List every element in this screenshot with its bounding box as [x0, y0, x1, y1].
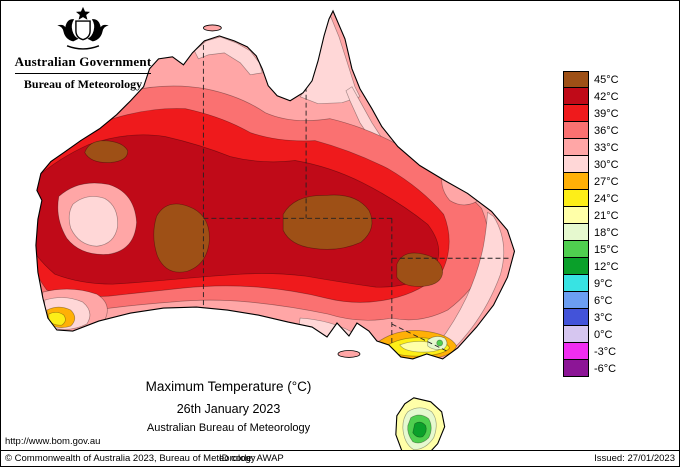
bom-url: http://www.bom.gov.au — [5, 436, 101, 447]
temp-band-45-east — [396, 252, 444, 287]
legend-row: 0°C — [563, 325, 619, 343]
legend-swatch — [563, 257, 589, 275]
legend-label: 27°C — [594, 175, 619, 188]
footer-id-code: ID code: AWAP — [219, 453, 284, 464]
legend-swatch — [563, 274, 589, 292]
footer-copyright: © Commonwealth of Australia 2023, Bureau… — [5, 453, 256, 464]
header: Australian Government Bureau of Meteorol… — [7, 5, 159, 92]
legend-label: 30°C — [594, 158, 619, 171]
temp-spot-24-adelaide — [358, 345, 366, 353]
legend-row: 39°C — [563, 104, 619, 122]
footer-issued: Issued: 27/01/2023 — [594, 453, 675, 464]
legend-swatch — [563, 291, 589, 309]
legend-swatch — [563, 155, 589, 173]
temp-spot-15-vic-alps — [436, 339, 444, 347]
kangaroo-island — [337, 350, 361, 358]
map-date: 26th January 2023 — [176, 402, 281, 416]
legend-row: 18°C — [563, 223, 619, 241]
legend-row: 15°C — [563, 240, 619, 258]
temp-band-30-shark-bay — [68, 196, 119, 247]
legend-row: 9°C — [563, 274, 619, 292]
legend-row: 36°C — [563, 121, 619, 139]
melville-island — [202, 24, 222, 32]
legend-row: 30°C — [563, 155, 619, 173]
temp-band-30-top-end — [193, 36, 263, 76]
legend-label: 36°C — [594, 124, 619, 137]
legend-swatch — [563, 104, 589, 122]
state-border-nsw-vic — [391, 323, 449, 353]
legend-swatch — [563, 121, 589, 139]
coat-of-arms-icon — [57, 6, 109, 50]
legend-row: 33°C — [563, 138, 619, 156]
legend-row: 12°C — [563, 257, 619, 275]
legend-row: 24°C — [563, 189, 619, 207]
legend-label: 15°C — [594, 243, 619, 256]
legend: 45°C 42°C 39°C 36°C 33°C 30°C 27°C 24°C 21°C 18°C… — [563, 71, 619, 377]
bureau-title: Bureau of Meteorology — [23, 77, 143, 91]
legend-swatch — [563, 189, 589, 207]
temp-band-45-west-central — [153, 203, 210, 273]
legend-swatch — [563, 342, 589, 360]
legend-swatch — [563, 359, 589, 377]
temp-band-45-kimberley — [84, 140, 128, 163]
map-source: Australian Bureau of Meteorology — [146, 422, 311, 434]
legend-row: 6°C — [563, 291, 619, 309]
legend-swatch — [563, 71, 589, 88]
legend-label: 12°C — [594, 260, 619, 273]
map-title: Maximum Temperature (°C) — [145, 379, 312, 394]
legend-label: 33°C — [594, 141, 619, 154]
government-title: Australian Government — [14, 54, 152, 69]
legend-label: 3°C — [594, 311, 613, 324]
legend-swatch — [563, 240, 589, 258]
legend-label: 9°C — [594, 277, 613, 290]
legend-label: 24°C — [594, 192, 619, 205]
legend-label: 18°C — [594, 226, 619, 239]
temp-band-33-qld-interior — [441, 162, 487, 206]
legend-swatch — [563, 87, 589, 105]
legend-swatch — [563, 325, 589, 343]
legend-swatch — [563, 308, 589, 326]
legend-swatch — [563, 138, 589, 156]
legend-swatch — [563, 206, 589, 224]
legend-label: 42°C — [594, 90, 619, 103]
mainland-coastline — [35, 9, 516, 360]
legend-row: 21°C — [563, 206, 619, 224]
legend-row: 3°C — [563, 308, 619, 326]
caption: Maximum Temperature (°C) 26th January 20… — [56, 379, 401, 434]
temp-band-24-southwest — [48, 311, 66, 326]
legend-row: -3°C — [563, 342, 619, 360]
legend-label: 45°C — [594, 73, 619, 86]
legend-row: 42°C — [563, 87, 619, 105]
temp-band-45-central — [282, 194, 373, 250]
legend-row: -6°C — [563, 359, 619, 377]
footer: © Commonwealth of Australia 2023, Bureau… — [1, 450, 679, 466]
legend-row: 45°C — [563, 71, 619, 88]
legend-swatch — [563, 223, 589, 241]
legend-label: -3°C — [594, 345, 617, 358]
legend-label: -6°C — [594, 362, 617, 375]
legend-row: 27°C — [563, 172, 619, 190]
legend-swatch — [563, 172, 589, 190]
legend-label: 39°C — [594, 107, 619, 120]
legend-label: 6°C — [594, 294, 613, 307]
header-divider — [15, 73, 151, 74]
legend-label: 21°C — [594, 209, 619, 222]
temp-spot-24-sa — [338, 335, 348, 345]
legend-label: 0°C — [594, 328, 613, 341]
tas-band-12 — [412, 421, 427, 438]
